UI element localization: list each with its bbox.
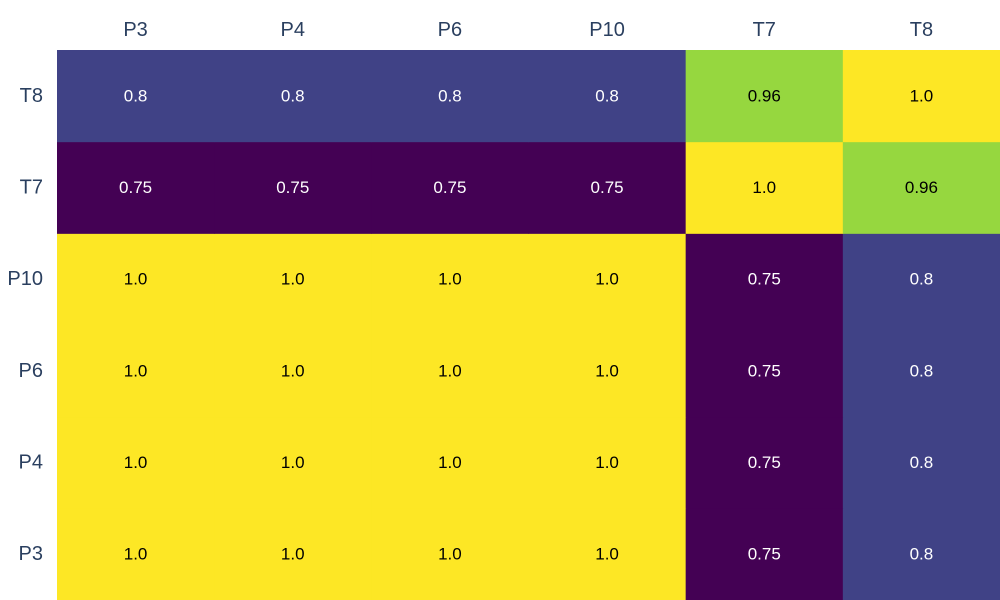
cell-value-label: 0.8: [910, 453, 934, 472]
heatmap-cell-P6-T8: [842, 325, 1000, 418]
heatmap-cell-T7-P4: [214, 141, 372, 234]
heatmap-cell-T8-P10: [528, 50, 687, 143]
heatmap-cell-T8-T7: [685, 50, 844, 143]
cell-value-label: 1.0: [438, 453, 462, 472]
cell-value-label: 0.75: [433, 178, 466, 197]
heatmap-cell-T7-P10: [528, 141, 687, 234]
cell-value-label: 1.0: [124, 361, 148, 380]
cell-value-label: 0.8: [281, 86, 305, 105]
heatmap-cell-P4-P4: [214, 416, 372, 509]
cell-value-label: 0.75: [276, 178, 309, 197]
heatmap-cell-P10-T7: [685, 233, 844, 326]
cell-value-label: 1.0: [595, 545, 619, 564]
cell-value-label: 1.0: [595, 453, 619, 472]
heatmap-cell-P10-P3: [57, 233, 215, 326]
cell-value-label: 1.0: [438, 270, 462, 289]
cell-value-label: 1.0: [124, 270, 148, 289]
heatmap-cell-P3-P4: [214, 508, 372, 600]
x-tick-label: P10: [589, 19, 625, 41]
cell-value-label: 0.8: [910, 545, 934, 564]
y-tick-label: P3: [19, 543, 43, 565]
cell-value-label: 1.0: [438, 361, 462, 380]
heatmap-cell-P3-T7: [685, 508, 844, 600]
heatmap-cell-P3-P6: [371, 508, 529, 600]
cell-value-label: 1.0: [281, 361, 305, 380]
cell-value-label: 0.75: [748, 361, 781, 380]
cell-value-label: 0.8: [595, 86, 619, 105]
cell-value-label: 1.0: [281, 270, 305, 289]
heatmap-cell-P10-P6: [371, 233, 529, 326]
cell-value-label: 0.8: [438, 86, 462, 105]
x-tick-label: P4: [281, 19, 305, 41]
y-tick-label: P10: [7, 268, 43, 290]
cell-value-label: 1.0: [281, 453, 305, 472]
heatmap-cell-P4-P3: [57, 416, 215, 509]
cell-value-label: 1.0: [910, 86, 934, 105]
y-axis-ticks: P3 P4 P6 P10 T7 T8: [7, 85, 43, 565]
heatmap-cell-T7-T8: [842, 141, 1000, 234]
heatmap-cell-T8-P4: [214, 50, 372, 143]
cell-value-label: 1.0: [438, 545, 462, 564]
heatmap-cell-P6-P10: [528, 325, 687, 418]
cell-value-label: 1.0: [124, 453, 148, 472]
heatmap-cell-P10-T8: [842, 233, 1000, 326]
heatmap-cells: [57, 50, 1000, 600]
heatmap-cell-P3-P10: [528, 508, 687, 600]
y-tick-label: P6: [19, 360, 43, 382]
heatmap-cell-T7-P3: [57, 141, 215, 234]
cell-value-label: 0.8: [910, 270, 934, 289]
cell-value-label: 0.8: [124, 86, 148, 105]
heatmap-cell-T8-P6: [371, 50, 529, 143]
cell-value-label: 1.0: [281, 545, 305, 564]
cell-value-label: 1.0: [124, 545, 148, 564]
heatmap-cell-P3-T8: [842, 508, 1000, 600]
heatmap-cell-P4-T7: [685, 416, 844, 509]
cell-value-label: 0.75: [119, 178, 152, 197]
cell-value-label: 0.96: [905, 178, 938, 197]
heatmap-cell-T7-T7: [685, 141, 844, 234]
heatmap-cell-P4-P10: [528, 416, 687, 509]
heatmap-cell-T8-T8: [842, 50, 1000, 143]
x-axis-ticks: P3 P4 P6 P10 T7 T8: [123, 19, 933, 41]
heatmap-cell-P3-P3: [57, 508, 215, 600]
y-tick-label: T7: [20, 177, 43, 199]
y-tick-label: T8: [20, 85, 43, 107]
heatmap-cell-P4-T8: [842, 416, 1000, 509]
x-tick-label: P6: [438, 19, 462, 41]
cell-value-label: 1.0: [595, 361, 619, 380]
cell-value-label: 0.96: [748, 86, 781, 105]
heatmap-cell-T8-P3: [57, 50, 215, 143]
cell-value-label: 0.75: [748, 453, 781, 472]
cell-value-label: 0.8: [910, 361, 934, 380]
y-tick-label: P4: [19, 452, 43, 474]
heatmap-cell-labels: 1.0 1.0 1.0 1.0 0.75 0.8 1.0 1.0 1.0 1.0 0.75 0.8 1.…: [119, 86, 938, 563]
x-tick-label: T8: [910, 19, 933, 41]
heatmap-cell-P6-P4: [214, 325, 372, 418]
cell-value-label: 1.0: [595, 270, 619, 289]
heatmap-cell-T7-P6: [371, 141, 529, 234]
x-tick-label: T7: [753, 19, 776, 41]
cell-value-label: 0.75: [748, 270, 781, 289]
cell-value-label: 1.0: [752, 178, 776, 197]
cell-value-label: 0.75: [748, 545, 781, 564]
x-tick-label: P3: [123, 19, 147, 41]
heatmap-cell-P6-P6: [371, 325, 529, 418]
cell-value-label: 0.75: [591, 178, 624, 197]
heatmap-cell-P10-P4: [214, 233, 372, 326]
heatmap-cell-P6-P3: [57, 325, 215, 418]
heatmap-cell-P6-T7: [685, 325, 844, 418]
heatmap-cell-P10-P10: [528, 233, 687, 326]
heatmap-cell-P4-P6: [371, 416, 529, 509]
